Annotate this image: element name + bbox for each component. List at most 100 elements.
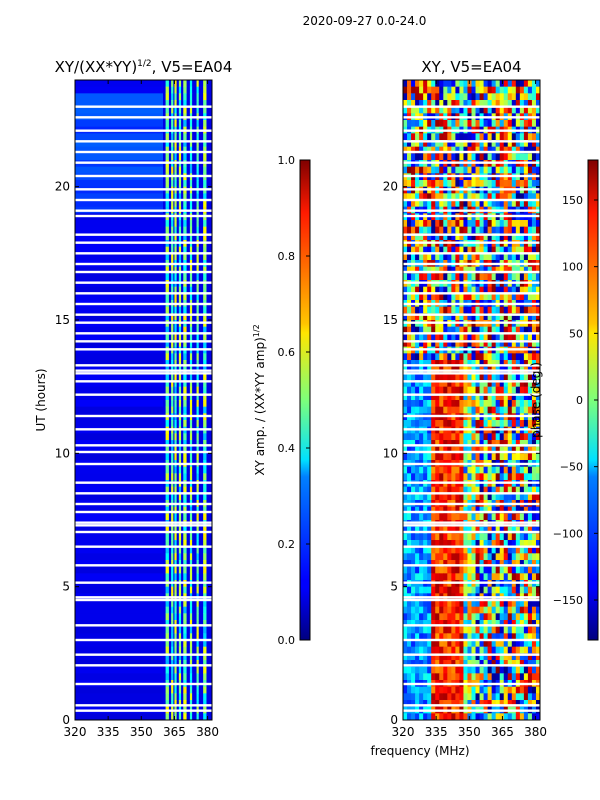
heatmap-cell (447, 273, 452, 281)
heatmap-cell (535, 120, 540, 128)
heatmap-cell (171, 446, 174, 454)
heatmap-cell (431, 466, 436, 474)
heatmap-cell (189, 446, 193, 454)
heatmap-cell (459, 653, 464, 661)
heatmap-cell (535, 286, 540, 294)
heatmap-cell (451, 393, 456, 401)
heatmap-cell (535, 326, 540, 334)
heatmap-cell (467, 146, 472, 154)
heatmap-cell (174, 340, 177, 348)
heatmap-cell (443, 333, 448, 341)
heatmap-cell (479, 313, 485, 321)
heatmap-cell (196, 486, 199, 494)
heatmap-cell (419, 106, 424, 114)
heatmap-cell (75, 613, 163, 621)
heatmap-cell (527, 140, 533, 148)
heatmap-cell (431, 333, 436, 341)
heatmap-cell (527, 640, 533, 648)
heatmap-cell (203, 200, 207, 208)
heatmap-cell (479, 600, 485, 608)
heatmap-cell (171, 493, 174, 501)
heatmap-cell (463, 613, 468, 621)
heatmap-cell (507, 326, 513, 334)
heatmap-cell (471, 586, 477, 594)
heatmap-cell (479, 406, 485, 414)
heatmap-cell (189, 600, 193, 608)
heatmap-cell (75, 446, 163, 454)
heatmap-cell (491, 506, 497, 514)
heatmap-cell (203, 193, 207, 201)
heatmap-cell (189, 533, 193, 541)
heatmap-cell (443, 493, 448, 501)
heatmap-cell (435, 660, 440, 668)
heatmap-cell (447, 633, 452, 641)
heatmap-cell (439, 153, 444, 161)
flagged-row (75, 198, 212, 202)
heatmap-cell (487, 633, 493, 641)
heatmap-cell (196, 513, 199, 521)
heatmap-cell (507, 226, 513, 234)
heatmap-cell (455, 533, 460, 541)
heatmap-cell (495, 686, 501, 694)
heatmap-cell (178, 340, 182, 348)
heatmap-cell (511, 140, 517, 148)
heatmap-cell (443, 226, 448, 234)
heatmap-cell (439, 266, 444, 274)
heatmap-cell (451, 526, 456, 534)
heatmap-cell (455, 606, 460, 614)
heatmap-cell (423, 226, 428, 234)
heatmap-cell (171, 646, 174, 654)
heatmap-cell (411, 380, 416, 388)
heatmap-cell (75, 713, 163, 720)
heatmap-cell (471, 620, 477, 628)
heatmap-cell (455, 620, 460, 628)
heatmap-cell (531, 313, 537, 321)
heatmap-cell (203, 153, 207, 161)
heatmap-cell (411, 166, 416, 174)
heatmap-cell (75, 180, 163, 188)
heatmap-cell (439, 233, 444, 241)
heatmap-cell (499, 606, 505, 614)
heatmap-cell (483, 286, 489, 294)
heatmap-cell (471, 80, 477, 88)
heatmap-cell (427, 466, 432, 474)
heatmap-cell (189, 373, 193, 381)
heatmap-cell (196, 406, 199, 414)
heatmap-cell (443, 540, 448, 548)
heatmap-cell (447, 440, 452, 448)
heatmap-cell (415, 440, 420, 448)
heatmap-cell (415, 246, 420, 254)
heatmap-cell (471, 100, 477, 108)
heatmap-cell (519, 373, 525, 381)
heatmap-cell (435, 633, 440, 641)
heatmap-cell (519, 140, 525, 148)
heatmap-cell (75, 466, 163, 474)
heatmap-cell (431, 673, 436, 681)
heatmap-cell (495, 100, 501, 108)
heatmap-cell (203, 686, 207, 694)
heatmap-cell (415, 106, 420, 114)
heatmap-cell (423, 293, 428, 301)
heatmap-cell (75, 653, 163, 661)
heatmap-cell (483, 220, 489, 228)
heatmap-cell (455, 453, 460, 461)
flagged-row (403, 428, 540, 431)
flagged-row (75, 521, 212, 524)
heatmap-cell (491, 386, 497, 394)
heatmap-cell (459, 246, 464, 254)
heatmap-cell (527, 666, 533, 674)
heatmap-cell (431, 586, 436, 594)
heatmap-cell (531, 473, 537, 481)
heatmap-cell (535, 560, 540, 568)
heatmap-cell (165, 200, 169, 208)
heatmap-cell (459, 493, 464, 501)
heatmap-cell (171, 106, 174, 114)
heatmap-cell (463, 313, 468, 321)
heatmap-cell (203, 286, 207, 294)
heatmap-cell (165, 226, 169, 234)
heatmap-cell (403, 306, 408, 314)
heatmap-cell (523, 93, 529, 101)
heatmap-cell (475, 573, 481, 581)
heatmap-cell (75, 473, 163, 481)
heatmap-cell (527, 673, 533, 681)
